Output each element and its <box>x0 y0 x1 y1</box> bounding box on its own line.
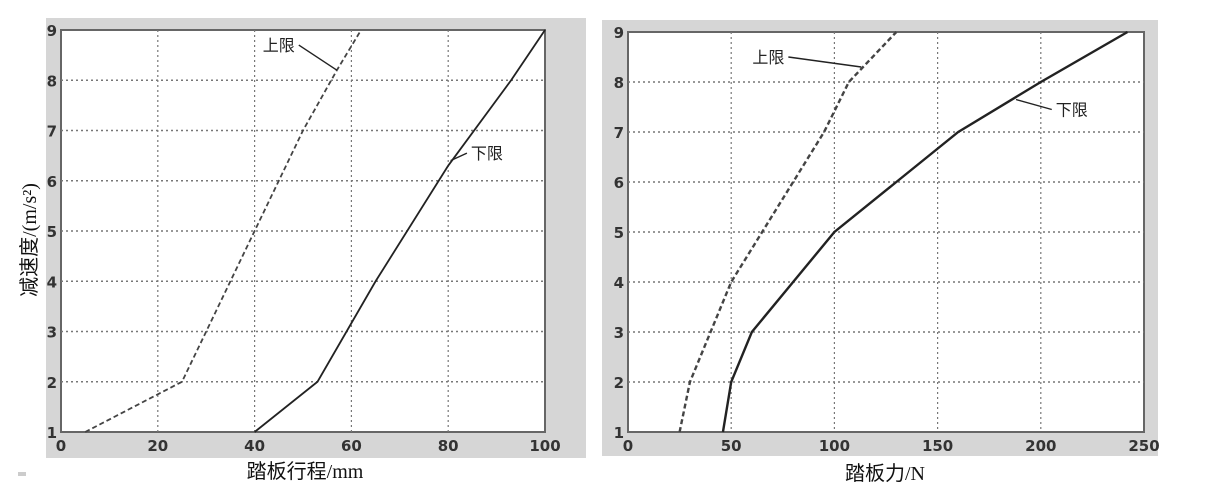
y-tick-label: 3 <box>614 324 624 342</box>
annotation-label: 上限 <box>752 48 784 67</box>
y-tick-label: 1 <box>47 424 57 442</box>
x-tick-label: 80 <box>438 437 459 455</box>
annotation-label: 下限 <box>471 144 503 163</box>
x-axis-label: 踏板行程/mm <box>247 460 364 483</box>
x-tick-label: 60 <box>341 437 362 455</box>
x-tick-label: 100 <box>529 437 560 455</box>
y-tick-label: 5 <box>47 223 57 241</box>
y-tick-label: 8 <box>614 74 624 92</box>
x-tick-label: 20 <box>147 437 168 455</box>
y-tick-label: 6 <box>47 173 57 191</box>
y-tick-label: 3 <box>47 324 57 342</box>
annotation-leader <box>450 152 468 162</box>
series-line-upper <box>84 29 362 433</box>
y-tick-label: 9 <box>47 22 57 40</box>
annotation-leader <box>298 44 338 71</box>
y-tick-label: 7 <box>614 124 624 142</box>
y-tick-label: 2 <box>47 374 57 392</box>
x-tick-label: 150 <box>922 437 953 455</box>
series-line-lower <box>254 29 546 433</box>
annotation-leader <box>1015 98 1052 111</box>
y-tick-label: 5 <box>614 224 624 242</box>
x-tick-label: 0 <box>623 437 633 455</box>
x-axis-label: 踏板力/N <box>845 462 925 485</box>
x-tick-label: 0 <box>56 437 66 455</box>
annotation-label: 上限 <box>263 36 295 55</box>
y-tick-label: 2 <box>614 374 624 392</box>
annotation-label: 下限 <box>1056 101 1088 120</box>
y-tick-label: 4 <box>614 274 624 292</box>
x-tick-label: 50 <box>721 437 742 455</box>
y-tick-label: 9 <box>614 24 624 42</box>
x-tick-label: 100 <box>819 437 850 455</box>
series-line-upper <box>678 31 898 433</box>
page-marker <box>18 472 26 476</box>
x-tick-label: 250 <box>1128 437 1159 455</box>
series-line-lower <box>721 30 1129 433</box>
y-tick-label: 1 <box>614 424 624 442</box>
y-axis-label: 减速度/(m/s²) <box>18 183 41 297</box>
x-tick-label: 200 <box>1025 437 1056 455</box>
y-tick-label: 6 <box>614 174 624 192</box>
x-tick-label: 40 <box>244 437 265 455</box>
y-tick-label: 4 <box>47 273 57 291</box>
y-tick-label: 7 <box>47 123 57 141</box>
plot-area <box>627 31 1145 433</box>
annotation-leader <box>788 56 862 68</box>
y-tick-label: 8 <box>47 72 57 90</box>
